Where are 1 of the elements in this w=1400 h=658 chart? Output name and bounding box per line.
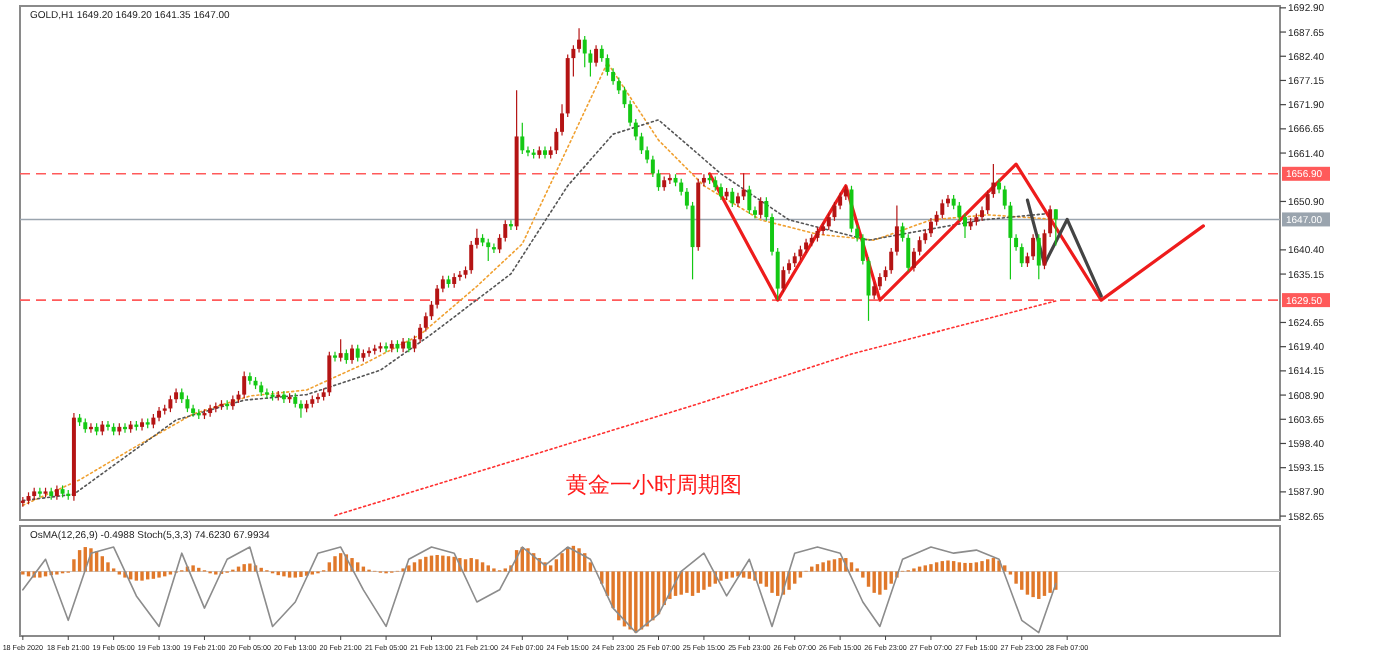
annotation: 黄金一小时周期图 [566, 472, 742, 498]
